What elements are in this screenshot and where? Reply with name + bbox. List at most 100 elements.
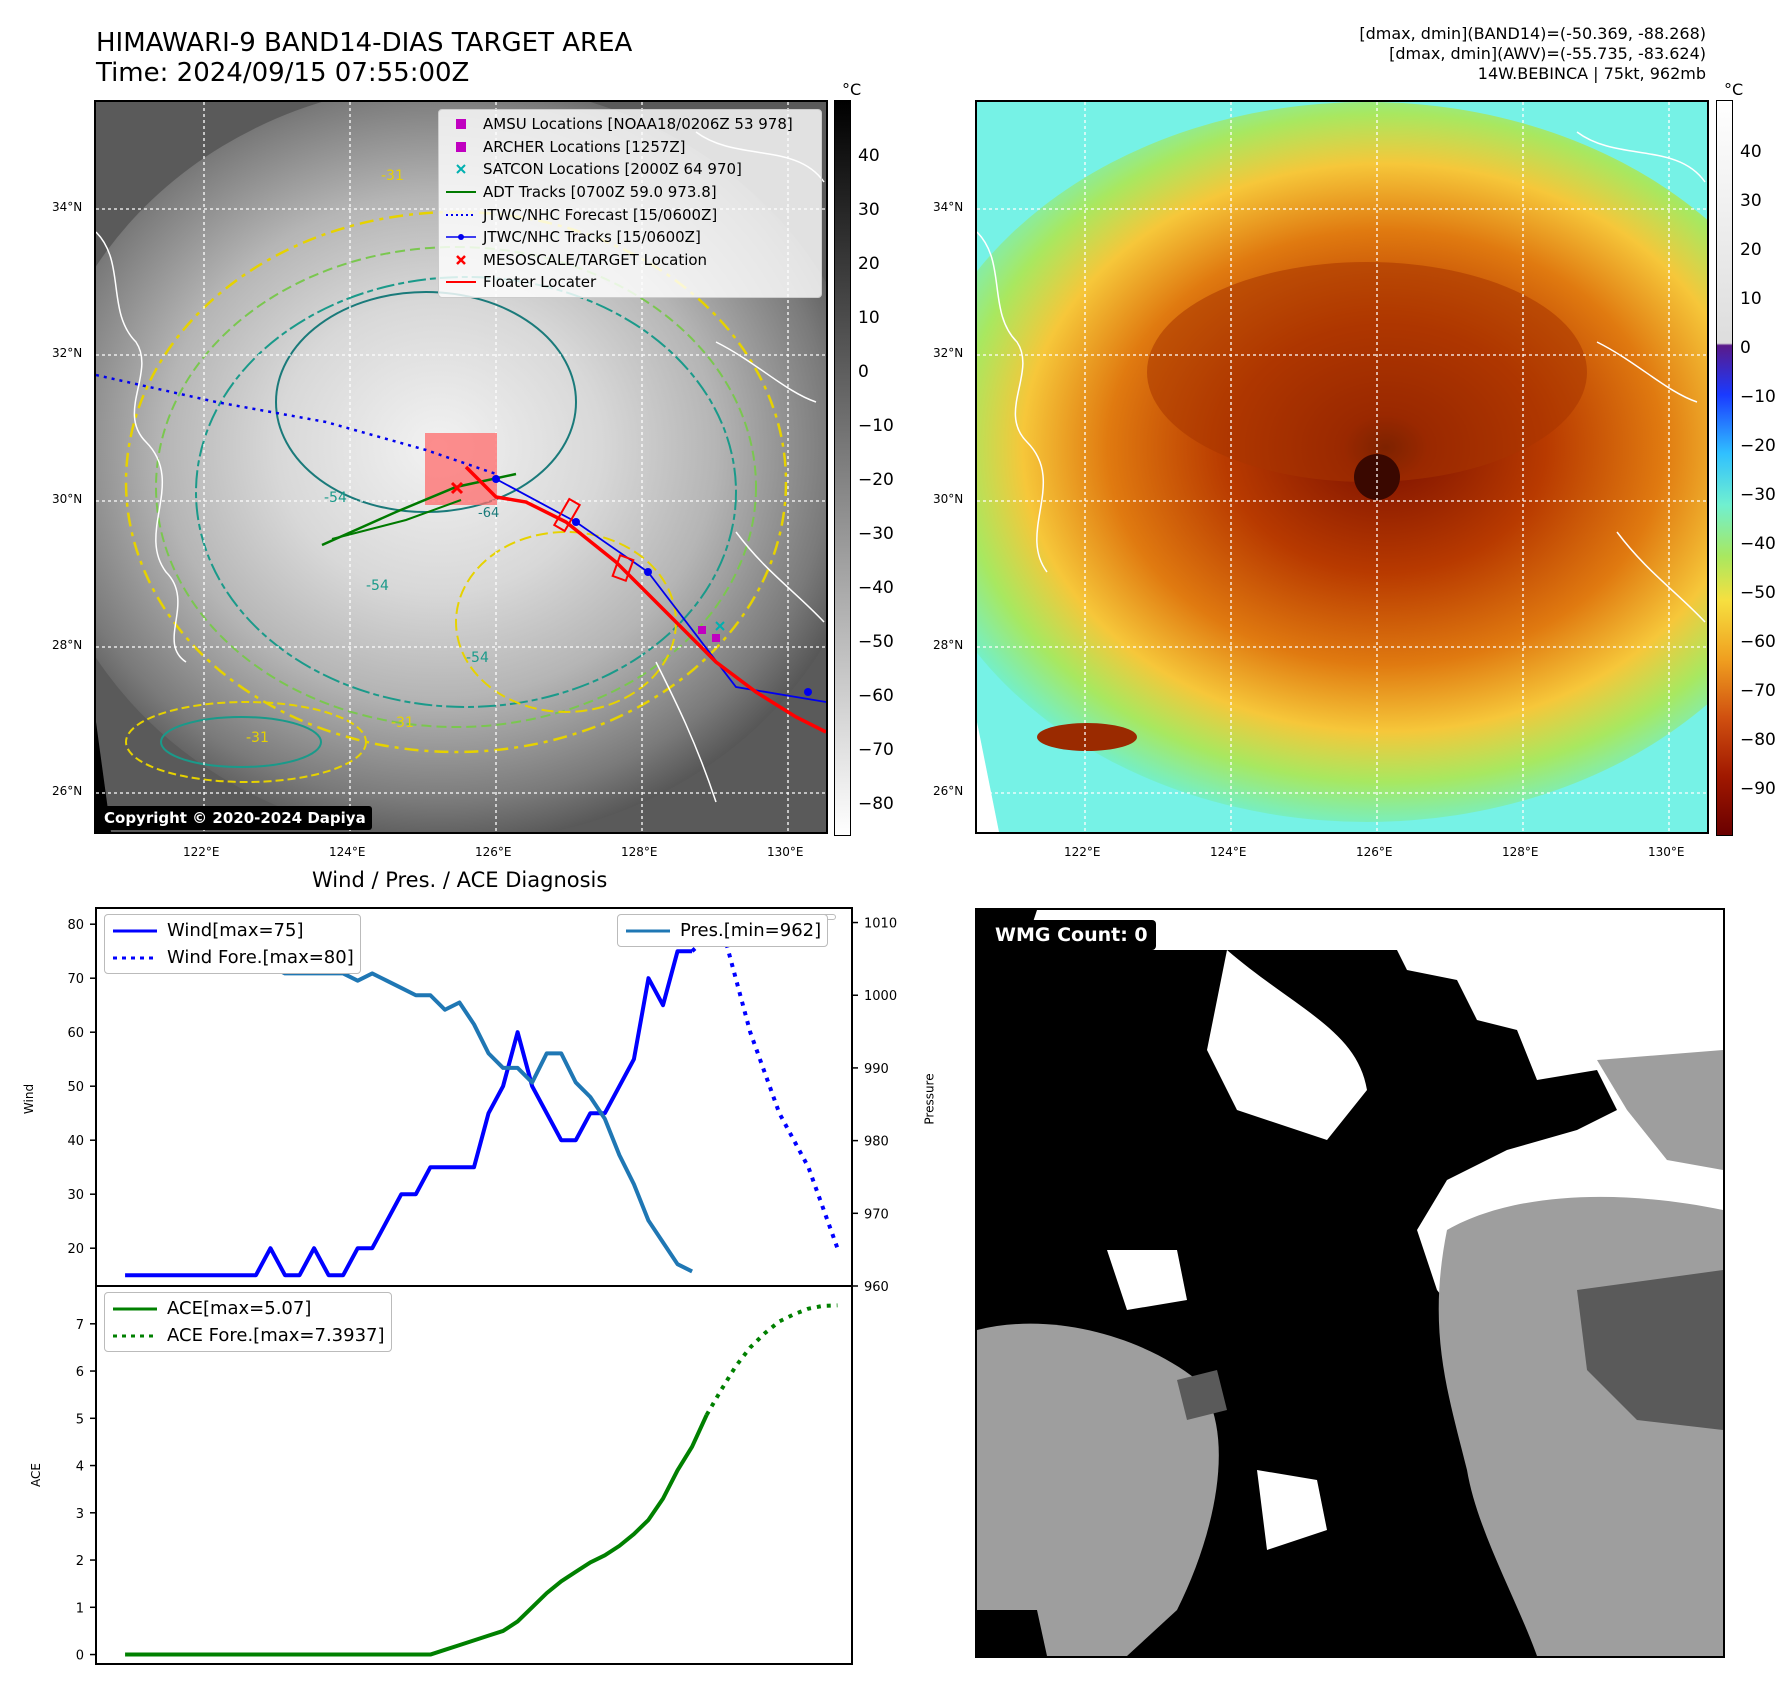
- legend-item-amsu: AMSU Locations [NOAA18/0206Z 53 978]: [439, 113, 821, 136]
- lon-label: 128°E: [1502, 845, 1539, 859]
- colorbar-tick: −30: [1740, 485, 1776, 505]
- ace-plot-frame: [95, 1285, 853, 1665]
- lon-label: 124°E: [329, 845, 366, 859]
- lat-label: 26°N: [52, 784, 83, 798]
- colorbar-tick: 40: [858, 146, 880, 166]
- pressure-tick-label: 960: [864, 1280, 889, 1295]
- lon-label: 122°E: [183, 845, 220, 859]
- ace-tick-label: 6: [76, 1365, 84, 1380]
- lat-label: 30°N: [933, 492, 964, 506]
- lon-label: 130°E: [767, 845, 804, 859]
- colorbar-tick: −20: [1740, 436, 1776, 456]
- ace-tick-label: 4: [76, 1460, 84, 1475]
- colorbar-tick: −80: [858, 794, 894, 814]
- storm-info: 14W.BEBINCA | 75kt, 962mb: [1477, 64, 1706, 83]
- legend-label: ADT Tracks [0700Z 59.0 973.8]: [483, 183, 717, 202]
- ace-tick-label: 7: [76, 1318, 84, 1333]
- band14-satellite-map: -54 -54 -54 -31 -31 -31 -64: [94, 100, 828, 834]
- line-dot-icon: [439, 233, 483, 241]
- lat-label: 28°N: [52, 638, 83, 652]
- colorbar-tick: 10: [1740, 289, 1762, 309]
- band14-range: [dmax, dmin](BAND14)=(-50.369, -88.268): [1359, 24, 1706, 43]
- ace-tick-label: 1: [76, 1601, 84, 1616]
- legend-label: ACE Fore.[max=7.3937]: [167, 1325, 385, 1346]
- legend-label: Wind Fore.[max=80]: [167, 947, 354, 968]
- colorbar-tick: −10: [1740, 387, 1776, 407]
- legend-label: JTWC/NHC Tracks [15/0600Z]: [483, 228, 701, 247]
- colorbar-tick: −50: [1740, 583, 1776, 603]
- lon-label: 126°E: [475, 845, 512, 859]
- legend-item-satcon: SATCON Locations [2000Z 64 970]: [439, 158, 821, 181]
- wind-legend: Wind[max=75] Wind Fore.[max=80]: [104, 914, 361, 974]
- colorbar-tick: 30: [1740, 191, 1762, 211]
- colorbar-tick: 0: [1740, 338, 1751, 358]
- legend-item-ace-forecast: ACE Fore.[max=7.3937]: [111, 1322, 385, 1349]
- colorbar-tick: 30: [858, 200, 880, 220]
- x-marker-icon: [439, 254, 483, 265]
- dotted-line-icon: [113, 1334, 157, 1337]
- colorbar-tick: −80: [1740, 730, 1776, 750]
- map-legend: AMSU Locations [NOAA18/0206Z 53 978] ARC…: [438, 109, 822, 298]
- wind-tick-label: 40: [67, 1134, 84, 1149]
- ace-forecast-series-line: [704, 1303, 838, 1416]
- legend-item-adt: ADT Tracks [0700Z 59.0 973.8]: [439, 181, 821, 204]
- colorbar-tick: 0: [858, 362, 869, 382]
- pressure-legend: Pres.[min=962]: [617, 914, 829, 947]
- copyright-notice: Copyright © 2020-2024 Dapiya: [98, 806, 372, 830]
- solid-line-icon: [626, 929, 670, 932]
- colorbar-tick: −50: [858, 632, 894, 652]
- colorbar-tick: −60: [858, 686, 894, 706]
- legend-label: SATCON Locations [2000Z 64 970]: [483, 160, 742, 179]
- legend-item-wind-forecast: Wind Fore.[max=80]: [111, 944, 354, 971]
- colorbar-tick: 10: [858, 308, 880, 328]
- square-marker-icon: [439, 119, 483, 130]
- dotted-line-icon: [439, 212, 483, 218]
- colorbar-tick: −20: [858, 470, 894, 490]
- wind-axis-label: Wind: [22, 1083, 37, 1115]
- ace-tick-label: 3: [76, 1507, 84, 1522]
- lon-label: 124°E: [1210, 845, 1247, 859]
- legend-item-floater: Floater Locater: [439, 271, 821, 294]
- ace-tick-label: 0: [76, 1649, 84, 1664]
- ace-axis-label: ACE: [28, 1463, 43, 1487]
- legend-label: JTWC/NHC Forecast [15/0600Z]: [483, 205, 718, 224]
- solid-line-icon: [113, 1307, 157, 1310]
- wind-tick-label: 20: [67, 1242, 84, 1257]
- left-colorbar-unit: °C: [842, 80, 862, 99]
- legend-label: ARCHER Locations [1257Z]: [483, 137, 686, 156]
- wind-tick-label: 80: [67, 918, 84, 933]
- lat-label: 32°N: [52, 346, 83, 360]
- pressure-axis-label: Pressure: [922, 1073, 937, 1125]
- diagnosis-chart: 20 30 40 50 60 70 80 960 970 980 990 1000 1010 0 1 2 3…: [67, 907, 897, 1665]
- ace-legend: ACE[max=5.07] ACE Fore.[max=7.3937]: [104, 1292, 392, 1352]
- contour-label: -31: [381, 168, 404, 184]
- legend-label: Wind[max=75]: [167, 920, 304, 941]
- legend-label: AMSU Locations [NOAA18/0206Z 53 978]: [483, 115, 793, 134]
- contour-label: -54: [324, 490, 347, 506]
- wind-tick-label: 50: [67, 1080, 84, 1095]
- colorbar-tick: −30: [858, 524, 894, 544]
- square-marker-icon: [439, 141, 483, 152]
- colorbar-tick: −90: [1740, 779, 1776, 799]
- colorbar-tick: −60: [1740, 632, 1776, 652]
- colorbar-tick: −70: [858, 740, 894, 760]
- figure-time: Time: 2024/09/15 07:55:00Z: [96, 58, 470, 88]
- colorbar-tick: −10: [858, 416, 894, 436]
- legend-label: MESOSCALE/TARGET Location: [483, 250, 708, 269]
- pressure-tick-label: 970: [864, 1207, 889, 1222]
- figure-title: HIMAWARI-9 BAND14-DIAS TARGET AREA: [96, 28, 633, 58]
- wind-forecast-series-line: [690, 922, 840, 1249]
- awv-satellite-map: [975, 100, 1709, 834]
- right-colorbar: [1716, 100, 1733, 836]
- x-marker-icon: [439, 164, 483, 175]
- awv-range: [dmax, dmin](AWV)=(-55.735, -83.624): [1389, 44, 1706, 63]
- legend-item-archer: ARCHER Locations [1257Z]: [439, 136, 821, 159]
- colorbar-tick: −40: [1740, 534, 1776, 554]
- left-colorbar: [834, 100, 851, 836]
- lat-label: 30°N: [52, 492, 83, 506]
- line-marker-icon: [439, 189, 483, 195]
- wmg-image: [977, 910, 1723, 1656]
- colorbar-tick: −40: [858, 578, 894, 598]
- pressure-tick-label: 980: [864, 1135, 889, 1150]
- wind-tick-label: 70: [67, 972, 84, 987]
